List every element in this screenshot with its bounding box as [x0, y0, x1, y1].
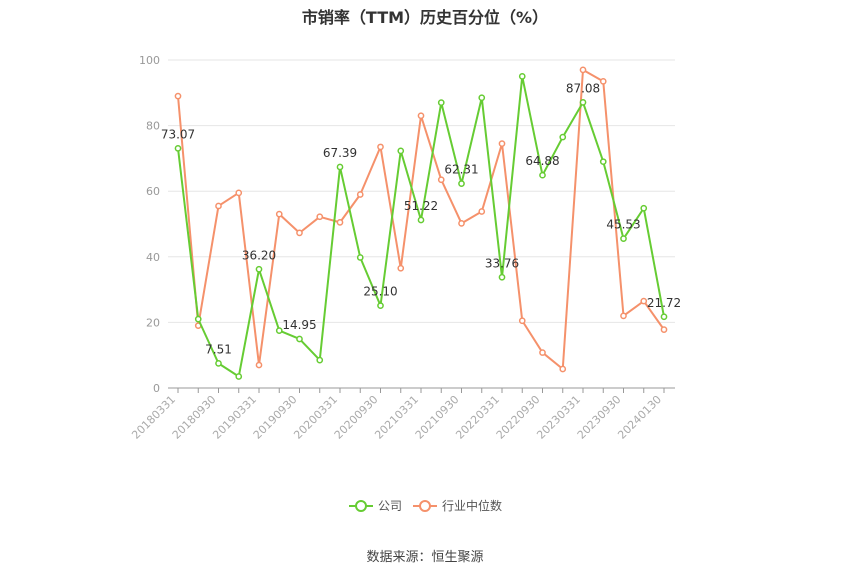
data-label: 45.53 [606, 218, 640, 232]
data-point-industry [599, 77, 607, 85]
data-label: 36.20 [242, 248, 276, 262]
data-point-industry [215, 202, 222, 210]
data-point-company [417, 216, 425, 224]
data-point-industry [559, 365, 567, 373]
data-point-industry [437, 176, 445, 184]
legend: 公司 行业中位数 [349, 498, 502, 513]
data-point-company [599, 158, 607, 166]
y-tick-label: 40 [146, 251, 160, 264]
data-point-industry [336, 219, 344, 226]
data-point-company [458, 180, 465, 187]
data-point-industry [296, 229, 303, 237]
data-point-company [437, 99, 445, 106]
data-label: 21.72 [647, 296, 681, 310]
data-point-company [235, 373, 243, 380]
data-point-industry [579, 66, 587, 74]
data-point-company [356, 254, 364, 261]
data-label: 64.88 [525, 154, 559, 168]
data-point-company [397, 147, 405, 155]
data-point-industry [478, 208, 486, 215]
data-label: 67.39 [323, 146, 357, 160]
data-label: 33.76 [485, 256, 519, 270]
data-point-company [296, 335, 303, 343]
data-point-industry [356, 191, 364, 198]
y-tick-label: 0 [153, 382, 160, 395]
data-point-company [255, 265, 263, 273]
data-point-industry [458, 219, 465, 227]
data-point-company [215, 360, 222, 367]
data-point-company [559, 133, 567, 141]
legend-company-label: 公司 [378, 499, 402, 513]
data-label: 25.10 [363, 285, 397, 299]
data-point-industry [640, 297, 648, 305]
data-point-industry [397, 264, 405, 272]
grid-lines [168, 59, 675, 323]
data-point-company [640, 204, 648, 212]
data-label: 62.31 [444, 163, 478, 177]
data-point-industry [235, 189, 243, 197]
data-point-company [377, 302, 384, 310]
x-tick-label: 20240130 [615, 393, 664, 442]
data-point-company [620, 235, 627, 243]
data-point-industry [518, 317, 526, 325]
data-label: 14.95 [282, 318, 316, 332]
data-point-industry [660, 326, 668, 333]
data-point-industry [539, 349, 546, 356]
y-tick-label: 100 [139, 54, 160, 67]
data-source: 数据来源：恒生聚源 [366, 550, 484, 565]
data-point-company [336, 163, 344, 171]
data-point-company [498, 273, 506, 281]
data-label: 7.51 [205, 342, 232, 356]
y-tick-label: 60 [146, 185, 160, 198]
data-point-company [539, 171, 546, 179]
series [174, 66, 668, 380]
data-point-company [316, 356, 324, 364]
data-point-company [174, 144, 182, 152]
data-label: 51.22 [404, 199, 438, 213]
data-point-industry [498, 140, 506, 147]
data-point-company [579, 99, 587, 106]
data-point-industry [316, 213, 324, 221]
data-point-industry [174, 92, 182, 100]
data-labels: 73.07 7.51 36.20 14.95 67.39 25.10 51.22 62.31 3… [161, 81, 681, 356]
y-tick-label: 20 [146, 316, 160, 329]
data-label: 73.07 [161, 127, 195, 141]
legend-industry-label: 行业中位数 [442, 498, 502, 513]
data-point-industry [377, 143, 384, 151]
legend-company-marker [355, 500, 367, 512]
data-point-company [660, 313, 668, 321]
data-point-company [194, 315, 202, 323]
chart-title: 市销率（TTM）历史百分位（%） [301, 8, 549, 27]
legend-industry-marker [419, 500, 431, 512]
data-point-industry [275, 210, 283, 218]
data-point-company [275, 327, 283, 334]
data-point-company [478, 94, 486, 102]
data-point-industry [620, 312, 627, 320]
y-tick-label: 80 [146, 120, 160, 133]
data-label: 87.08 [566, 81, 600, 95]
data-point-company [518, 73, 526, 80]
data-point-industry [255, 361, 263, 369]
data-point-industry [417, 112, 425, 120]
